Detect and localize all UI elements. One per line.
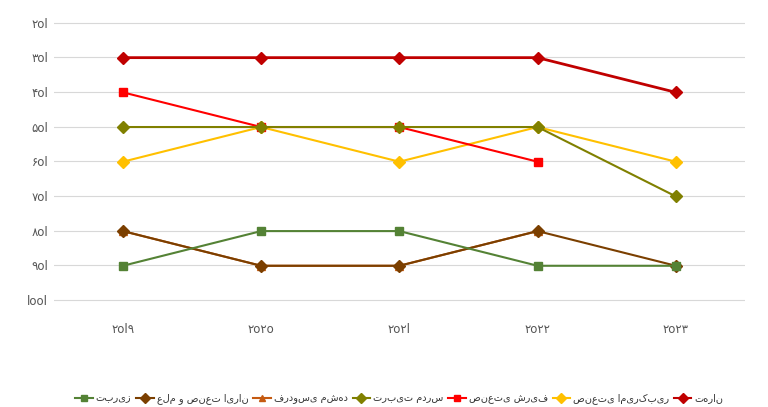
Legend: تبریز, علم و صنعت ایران, فردوسی مشهد, تربیت مدرس, صنعتی شریف, صنعتی امیرکبیر, ته: تبریز, علم و صنعت ایران, فردوسی مشهد, تر…: [75, 393, 723, 404]
